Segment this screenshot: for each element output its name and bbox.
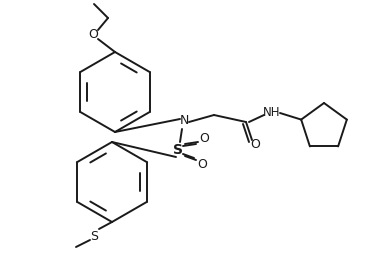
Text: O: O — [197, 157, 207, 170]
Text: O: O — [88, 28, 98, 40]
Text: S: S — [90, 231, 98, 244]
Text: S: S — [173, 143, 183, 157]
Text: O: O — [250, 139, 260, 151]
Text: N: N — [179, 114, 189, 127]
Text: O: O — [199, 131, 209, 144]
Text: NH: NH — [263, 106, 281, 119]
